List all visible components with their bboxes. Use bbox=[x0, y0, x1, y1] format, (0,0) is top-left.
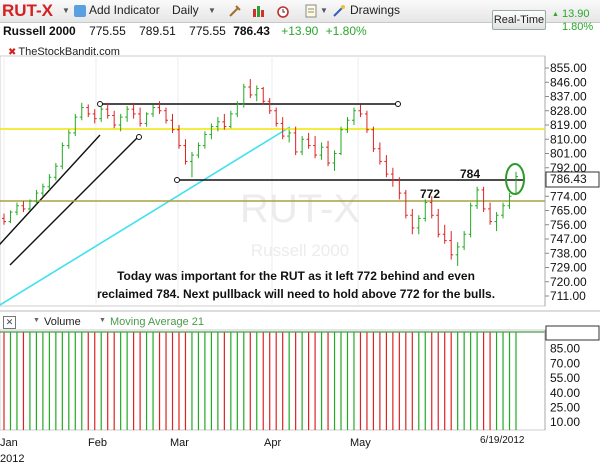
drawings-icon[interactable] bbox=[332, 4, 346, 18]
price-tick-label: 801.00 bbox=[550, 147, 587, 161]
price-tick-label: 855.00 bbox=[550, 61, 587, 75]
current-price-box bbox=[545, 171, 600, 188]
volume-tick-label: 10.00 bbox=[550, 415, 580, 429]
realtime-change: 13.90 bbox=[562, 8, 590, 20]
site-label: ✖ TheStockBandit.com bbox=[8, 46, 120, 58]
label-784: 784 bbox=[460, 167, 480, 181]
change-value: +13.90 bbox=[281, 24, 319, 38]
price-tick-label: 792.00 bbox=[550, 161, 587, 175]
price-tick-label: 819.00 bbox=[550, 118, 587, 132]
up-arrow-icon: ▲ bbox=[552, 11, 559, 18]
symbol-dropdown-icon[interactable]: ▼ bbox=[62, 6, 70, 15]
channel-handle[interactable] bbox=[136, 134, 142, 140]
quote-header: Russell 2000 775.55 789.51 775.55 786.43… bbox=[3, 24, 367, 38]
chart-type-icon[interactable] bbox=[252, 4, 266, 18]
price-tick-label: 774.00 bbox=[550, 189, 587, 203]
channel-line-upper[interactable] bbox=[0, 134, 101, 255]
price-tick-label: 756.00 bbox=[550, 218, 587, 232]
x-axis-year: 2012 bbox=[0, 453, 24, 465]
watermark-symbol: RUT-X bbox=[240, 187, 360, 231]
highlight-circle bbox=[505, 163, 525, 195]
volume-panel-header: ✕ ▼ Volume ▼ Moving Average 21 bbox=[0, 313, 544, 329]
period-dropdown-icon[interactable]: ▼ bbox=[208, 6, 216, 15]
close-panel-icon[interactable]: ✕ bbox=[3, 316, 16, 329]
cyan-trendline[interactable] bbox=[0, 126, 291, 306]
resistance-handle-left[interactable] bbox=[97, 101, 103, 107]
ma-dropdown-icon[interactable]: ▼ bbox=[99, 317, 106, 324]
notes-dropdown-icon[interactable]: ▼ bbox=[320, 6, 328, 15]
notes-icon[interactable] bbox=[304, 4, 318, 18]
change-pct-value: +1.80% bbox=[325, 24, 367, 38]
price-tick-label: 738.00 bbox=[550, 246, 587, 260]
symbol-label[interactable]: RUT-X bbox=[2, 1, 53, 20]
month-label: May bbox=[350, 437, 371, 449]
month-label: Apr bbox=[264, 437, 281, 449]
period-select[interactable]: Daily bbox=[172, 3, 199, 17]
x-axis: Jan Feb Mar Apr May bbox=[0, 437, 371, 449]
price-tick-label: 810.00 bbox=[550, 132, 587, 146]
volume-title[interactable]: Volume bbox=[44, 316, 81, 328]
channel-line-lower[interactable] bbox=[9, 134, 141, 266]
volume-tick-label: 85.00 bbox=[550, 342, 580, 356]
moving-average-label[interactable]: Moving Average 21 bbox=[110, 316, 204, 328]
price-tick-label: 720.00 bbox=[550, 275, 587, 289]
price-tick-label: 837.00 bbox=[550, 90, 587, 104]
volume-bars bbox=[3, 332, 517, 430]
level-784-handle[interactable] bbox=[174, 177, 180, 183]
site-logo-icon: ✖ bbox=[8, 47, 17, 58]
drawings-button[interactable]: Drawings bbox=[350, 3, 401, 17]
realtime-button[interactable]: Real-Time bbox=[492, 10, 546, 30]
tools-icon[interactable] bbox=[228, 4, 242, 18]
site-name: TheStockBandit.com bbox=[18, 46, 120, 58]
high-value: 789.51 bbox=[139, 24, 176, 38]
price-tick-label: 729.00 bbox=[550, 261, 587, 275]
volume-dropdown-icon[interactable]: ▼ bbox=[33, 317, 40, 324]
annotation-line-1: Today was important for the RUT as it le… bbox=[117, 269, 475, 283]
chart-date: 6/19/2012 bbox=[480, 435, 525, 446]
volume-tick-label: 55.00 bbox=[550, 371, 580, 385]
watermark-name: Russell 2000 bbox=[251, 241, 349, 260]
alarm-clock-icon[interactable] bbox=[276, 4, 290, 18]
price-tick-label: 711.00 bbox=[550, 289, 586, 303]
open-value: 775.55 bbox=[89, 24, 126, 38]
price-tick-label: 828.00 bbox=[550, 104, 587, 118]
month-label: Mar bbox=[170, 437, 189, 449]
volume-tick-label: 25.00 bbox=[550, 401, 580, 415]
price-tick-label: 747.00 bbox=[550, 232, 587, 246]
add-indicator-icon[interactable] bbox=[74, 5, 86, 17]
month-label: Feb bbox=[88, 437, 107, 449]
price-tick-label: 846.00 bbox=[550, 75, 587, 89]
close-value: 786.43 bbox=[233, 24, 270, 38]
volume-tick-label: 40.00 bbox=[550, 386, 580, 400]
label-772: 772 bbox=[420, 187, 440, 201]
annotation-line-2: reclaimed 784. Next pullback will need t… bbox=[97, 287, 495, 301]
price-tick-label: 765.00 bbox=[550, 204, 587, 218]
realtime-change-pct: 1.80% bbox=[562, 21, 594, 33]
toolbar: RUT-X ▼ Add Indicator Daily ▼ ▼ Drawings bbox=[0, 0, 600, 23]
volume-tick-label: 70.00 bbox=[550, 356, 580, 370]
add-indicator-button[interactable]: Add Indicator bbox=[89, 3, 160, 17]
volume-current-box bbox=[545, 325, 600, 341]
month-label: Jan bbox=[0, 437, 18, 449]
current-price-label: 786.43 bbox=[550, 172, 587, 186]
resistance-handle-right[interactable] bbox=[395, 101, 401, 107]
index-name: Russell 2000 bbox=[3, 24, 76, 38]
candles bbox=[2, 79, 518, 266]
low-value: 775.55 bbox=[189, 24, 226, 38]
